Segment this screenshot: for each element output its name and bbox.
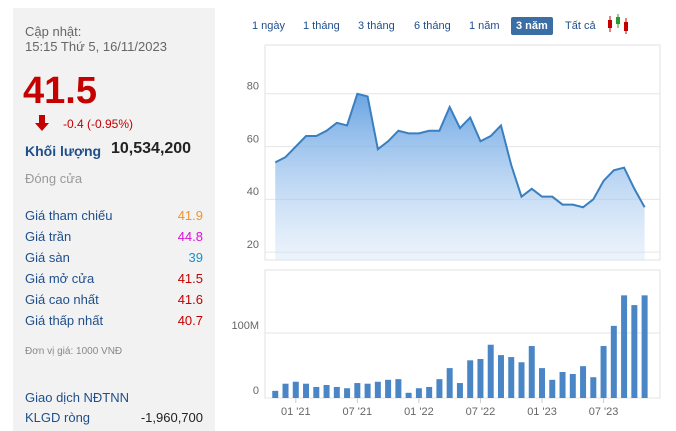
volume: 10,534,200 [111,140,192,157]
down-arrow [35,115,49,131]
updated-time: 15:15 Thứ 5, 16/11/2023 [25,39,167,54]
volume-bar [477,359,484,398]
range-tab[interactable]: 6 tháng [414,20,451,32]
foreign-title: Giao dịch NĐTNN [25,390,130,405]
volume-bar [426,386,433,398]
row-value: 41.9 [177,208,203,223]
x-tick-label: 01 '22 [404,406,434,418]
x-tick-label: 07 '23 [589,406,619,418]
row-value: 41.6 [177,292,203,307]
volume-bar [467,360,474,398]
volume-bar [456,383,463,398]
row-label: Giá cao nhất [25,292,99,307]
range-tab[interactable]: 1 ngày [252,20,286,32]
row-value: 41.5 [177,271,203,286]
volume-label: Khối lượng [25,143,102,159]
y-tick-label: 80 [247,81,259,93]
candle-icon[interactable] [606,14,630,36]
row-label: Giá tham chiếu [25,208,113,223]
row-value: 44.8 [177,229,203,244]
volume-bar [508,357,515,398]
row-value: 39 [188,250,203,265]
row-label: Giá sàn [25,250,70,265]
volume-bar [446,368,453,398]
row-value: 40.7 [177,313,203,328]
x-tick-label: 07 '21 [343,406,373,418]
y-tick-label: 40 [247,186,259,198]
volume-bar [374,381,381,398]
y-tick-label: 100M [231,320,259,332]
volume-bar [559,372,566,398]
range-tab[interactable]: 3 năm [511,17,553,35]
unit-note: Đơn vị giá: 1000 VNĐ [25,346,123,357]
area-fill [275,93,645,260]
volume-bar [415,388,422,398]
volume-bar [436,379,443,398]
info-panel: Cập nhật: 15:15 Thứ 5, 16/11/2023 41.5 -… [13,8,215,431]
volume-bar [528,346,535,398]
range-tab[interactable]: Tất cả [565,20,596,32]
row-label: Giá thấp nhất [25,313,104,328]
volume-bar [313,386,320,398]
volume-bar [621,295,628,398]
volume-bar [487,344,494,398]
volume-bar [282,383,289,398]
y-tick-label: 0 [253,385,259,397]
volume-bar [600,346,607,398]
volume-bar [323,385,330,398]
price: 41.5 [23,70,97,112]
change: -0.4 (-0.95%) [63,117,134,131]
range-tab[interactable]: 1 tháng [303,20,340,32]
volume-bar [590,377,597,398]
net-label: KLGD ròng [25,410,91,425]
volume-bar [610,325,617,398]
x-tick-label: 07 '22 [466,406,496,418]
volume-bar [549,379,556,398]
volume-bar [303,383,310,398]
volume-bar [364,383,371,398]
close-label: Đóng cửa [25,171,83,186]
volume-bar [344,388,351,398]
range-tab[interactable]: 1 năm [469,20,500,32]
x-tick-label: 01 '21 [281,406,311,418]
volume-bar [405,392,412,398]
y-tick-label: 60 [247,133,259,145]
volume-bar [272,390,279,398]
volume-bar [385,379,392,398]
volume-bar [292,381,299,398]
volume-bar [539,368,546,398]
volume-bar [333,386,340,398]
volume-bar [631,305,638,398]
range-tab[interactable]: 3 tháng [358,20,395,32]
volume-bar [518,362,525,398]
volume-bar [569,373,576,398]
volume-bar [580,366,587,398]
row-label: Giá trần [25,229,72,244]
net-value: -1,960,700 [140,410,203,425]
volume-bar [497,355,504,398]
updated-label: Cập nhật: [25,24,82,39]
x-tick-label: 01 '23 [527,406,557,418]
y-tick-label: 20 [247,239,259,251]
volume-bar [641,295,648,398]
volume-bar [395,379,402,398]
row-label: Giá mở cửa [25,271,95,286]
volume-bar [354,383,361,398]
price-line [274,92,646,209]
